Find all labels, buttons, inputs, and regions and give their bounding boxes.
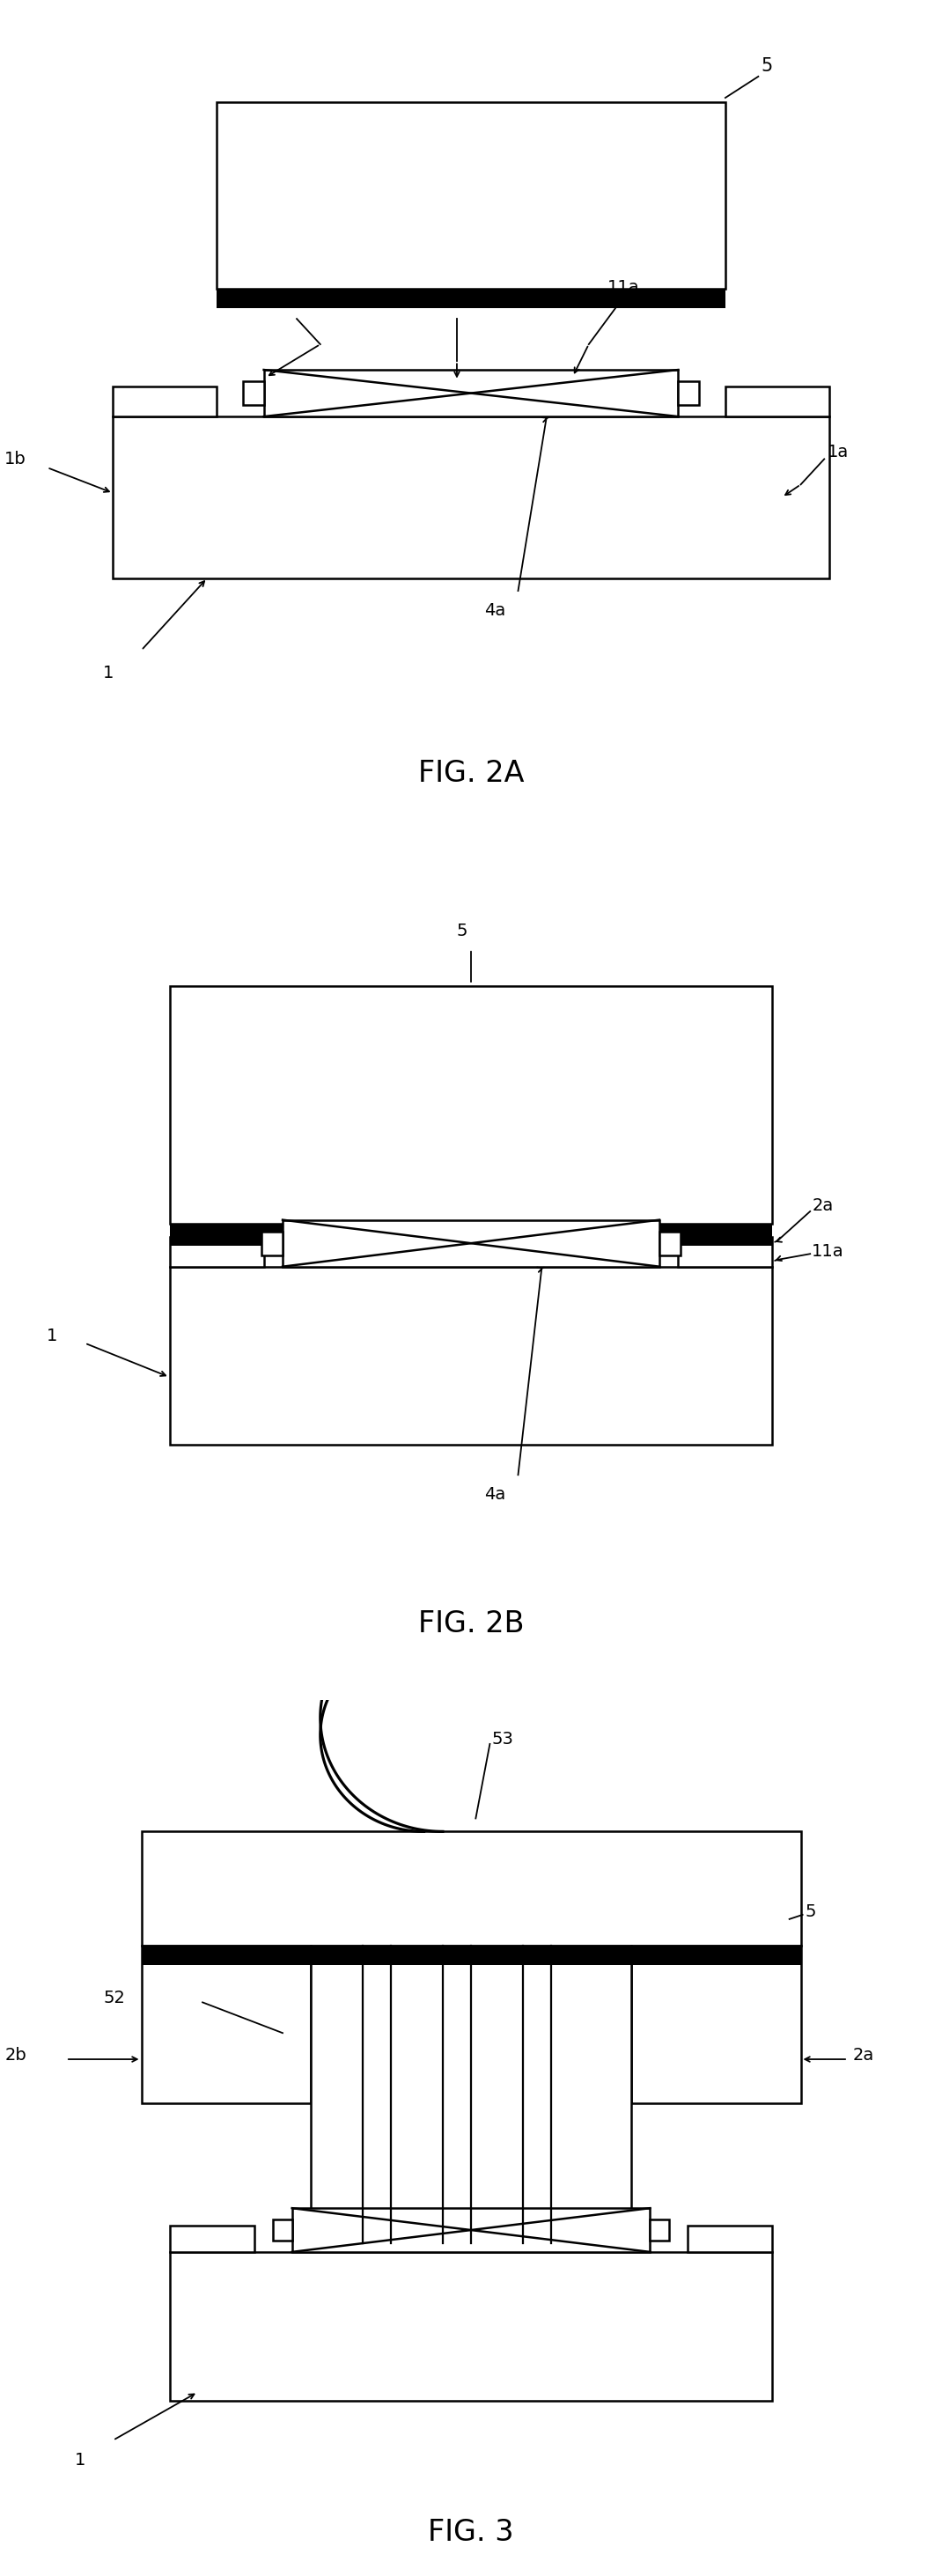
Bar bbox=[170, 987, 772, 1224]
Text: 1: 1 bbox=[46, 1329, 57, 1345]
Bar bbox=[659, 1231, 680, 1255]
Bar bbox=[631, 1945, 801, 2102]
Text: 4a: 4a bbox=[484, 603, 505, 618]
Bar bbox=[650, 2218, 669, 2241]
Bar bbox=[113, 386, 217, 417]
Bar bbox=[262, 1231, 283, 1255]
Text: 5: 5 bbox=[761, 57, 772, 75]
Text: 2a: 2a bbox=[812, 1198, 834, 1213]
Text: 53: 53 bbox=[492, 1731, 513, 1749]
Bar bbox=[678, 1236, 772, 1267]
Text: 2a: 2a bbox=[853, 2045, 874, 2063]
Bar bbox=[170, 1236, 264, 1267]
Text: 4a: 4a bbox=[484, 1486, 505, 1502]
Bar bbox=[217, 289, 725, 307]
Bar bbox=[141, 1945, 801, 1965]
Text: 1b: 1b bbox=[5, 451, 26, 466]
Bar bbox=[264, 371, 678, 417]
Text: 51: 51 bbox=[271, 291, 294, 307]
Bar bbox=[678, 381, 699, 404]
Bar bbox=[141, 1945, 311, 2102]
Text: 5: 5 bbox=[456, 922, 467, 940]
Text: 11: 11 bbox=[427, 291, 449, 307]
Bar bbox=[170, 2226, 254, 2251]
Text: 1: 1 bbox=[103, 665, 114, 683]
Text: 11a: 11a bbox=[812, 1244, 844, 1260]
Bar bbox=[170, 1224, 772, 1244]
Text: 5: 5 bbox=[805, 1904, 817, 1922]
Bar bbox=[217, 103, 725, 289]
Text: 1: 1 bbox=[74, 2452, 86, 2468]
Text: FIG. 3: FIG. 3 bbox=[428, 2519, 514, 2548]
Text: FIG. 2A: FIG. 2A bbox=[418, 760, 524, 788]
Text: 52: 52 bbox=[104, 1989, 125, 2007]
Text: 11a: 11a bbox=[608, 278, 640, 296]
Text: 1a: 1a bbox=[827, 443, 849, 461]
Bar bbox=[273, 2218, 292, 2241]
Bar bbox=[243, 381, 264, 404]
Text: 2b: 2b bbox=[5, 2045, 26, 2063]
Bar bbox=[170, 2251, 772, 2401]
Bar bbox=[311, 1945, 631, 2244]
Bar bbox=[283, 1221, 659, 1267]
Bar bbox=[141, 1832, 801, 1945]
Bar bbox=[688, 2226, 772, 2251]
Bar bbox=[113, 417, 829, 577]
Text: FIG. 2B: FIG. 2B bbox=[418, 1610, 524, 1638]
Bar bbox=[725, 386, 829, 417]
Bar bbox=[292, 2208, 650, 2251]
Bar bbox=[170, 1267, 772, 1445]
